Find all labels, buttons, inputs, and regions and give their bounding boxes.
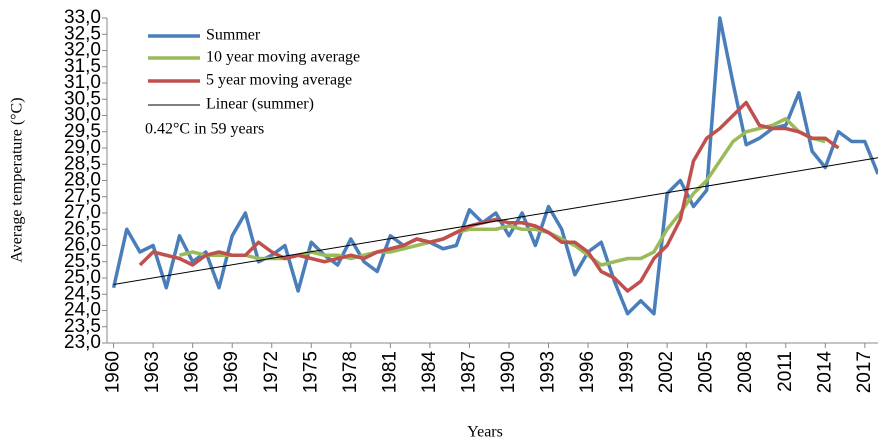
y-tick-label: 24,5 xyxy=(64,283,101,304)
x-tick-label: 2014 xyxy=(814,351,835,394)
legend-label: 10 year moving average xyxy=(206,49,360,66)
y-tick-label: 30,0 xyxy=(64,105,101,126)
x-tick-label: 1960 xyxy=(103,351,124,393)
y-tick-label: 31,0 xyxy=(64,72,101,93)
y-tick-label: 29,5 xyxy=(64,121,101,142)
series-line xyxy=(111,16,878,316)
y-tick-label: 28,0 xyxy=(64,170,101,191)
y-tick-label: 23,5 xyxy=(64,316,101,337)
x-tick-label: 1984 xyxy=(419,351,440,394)
x-axis-title: Years xyxy=(467,424,503,441)
legend-label: Summer xyxy=(206,27,261,44)
x-tick-label: 2005 xyxy=(696,351,717,393)
x-tick-label: 1978 xyxy=(340,351,361,393)
y-tick-label: 24,0 xyxy=(64,300,101,321)
x-tick-label: 1996 xyxy=(577,351,598,393)
x-tick-label: 2011 xyxy=(775,351,796,392)
x-tick-label: 1975 xyxy=(300,351,321,393)
y-tick-label: 31,5 xyxy=(64,56,101,77)
y-tick-label: 28,5 xyxy=(64,153,101,174)
x-tick-label: 1990 xyxy=(498,351,519,393)
series-line xyxy=(138,100,840,293)
x-tick-label: 1993 xyxy=(538,351,559,393)
y-tick-label: 27,0 xyxy=(64,202,101,223)
y-tick-label: 26,5 xyxy=(64,218,101,239)
y-axis-title: Average temperature (°C) xyxy=(9,97,26,262)
x-tick-label: 1972 xyxy=(261,351,282,393)
y-tick-label: 25,0 xyxy=(64,267,101,288)
y-tick-label: 25,5 xyxy=(64,251,101,272)
y-tick-label: 30,5 xyxy=(64,88,101,109)
x-tick-label: 1963 xyxy=(142,351,163,393)
x-tick-label: 1966 xyxy=(182,351,203,393)
y-tick-label: 33,0 xyxy=(64,7,101,28)
y-tick-label: 29,0 xyxy=(64,137,101,158)
y-tick-label: 23,0 xyxy=(64,332,101,353)
x-tick-label: 2017 xyxy=(854,351,875,393)
y-tick-label: 26,0 xyxy=(64,235,101,256)
x-tick-label: 2008 xyxy=(735,351,756,393)
legend-label: Linear (summer) xyxy=(206,96,314,113)
series-line xyxy=(113,157,878,285)
y-tick-label: 27,5 xyxy=(64,186,101,207)
x-tick-label: 1981 xyxy=(379,351,400,393)
annotation: 0.42°C in 59 years xyxy=(145,121,264,138)
y-tick-label: 32,5 xyxy=(64,23,101,44)
x-tick-label: 1987 xyxy=(458,351,479,393)
x-tick-label: 1999 xyxy=(617,351,638,393)
legend-label: 5 year moving average xyxy=(206,72,352,89)
x-tick-label: 2002 xyxy=(656,351,677,393)
legend-background xyxy=(140,24,400,146)
x-tick-label: 1969 xyxy=(221,351,242,393)
y-tick-label: 32,0 xyxy=(64,40,101,61)
